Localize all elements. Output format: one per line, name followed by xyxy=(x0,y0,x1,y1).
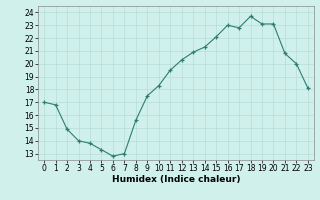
X-axis label: Humidex (Indice chaleur): Humidex (Indice chaleur) xyxy=(112,175,240,184)
